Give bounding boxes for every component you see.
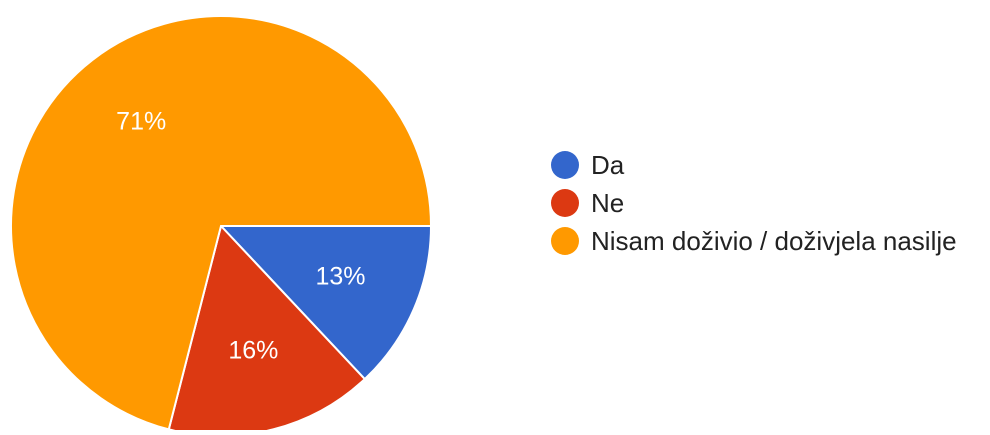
slice-value-label-2: 71%	[116, 108, 166, 136]
chart-legend: Da Ne Nisam doživio / doživjela nasilje	[551, 146, 957, 260]
legend-item-da[interactable]: Da	[551, 146, 957, 184]
legend-swatch-ne	[551, 189, 579, 217]
slice-value-label-1: 16%	[228, 337, 278, 365]
legend-item-ne[interactable]: Ne	[551, 184, 957, 222]
slice-value-label-0: 13%	[315, 262, 365, 290]
legend-label-da: Da	[591, 149, 625, 180]
legend-label-nisam-dozivio: Nisam doživio / doživjela nasilje	[591, 225, 957, 256]
legend-label-ne: Ne	[591, 187, 625, 218]
pie-slice-2[interactable]	[10, 15, 433, 431]
legend-swatch-da	[551, 151, 579, 179]
legend-item-nisam-dozivio[interactable]: Nisam doživio / doživjela nasilje	[551, 222, 957, 260]
pie-slice-0[interactable]	[218, 225, 433, 381]
legend-swatch-nisam-dozivio	[551, 227, 579, 255]
